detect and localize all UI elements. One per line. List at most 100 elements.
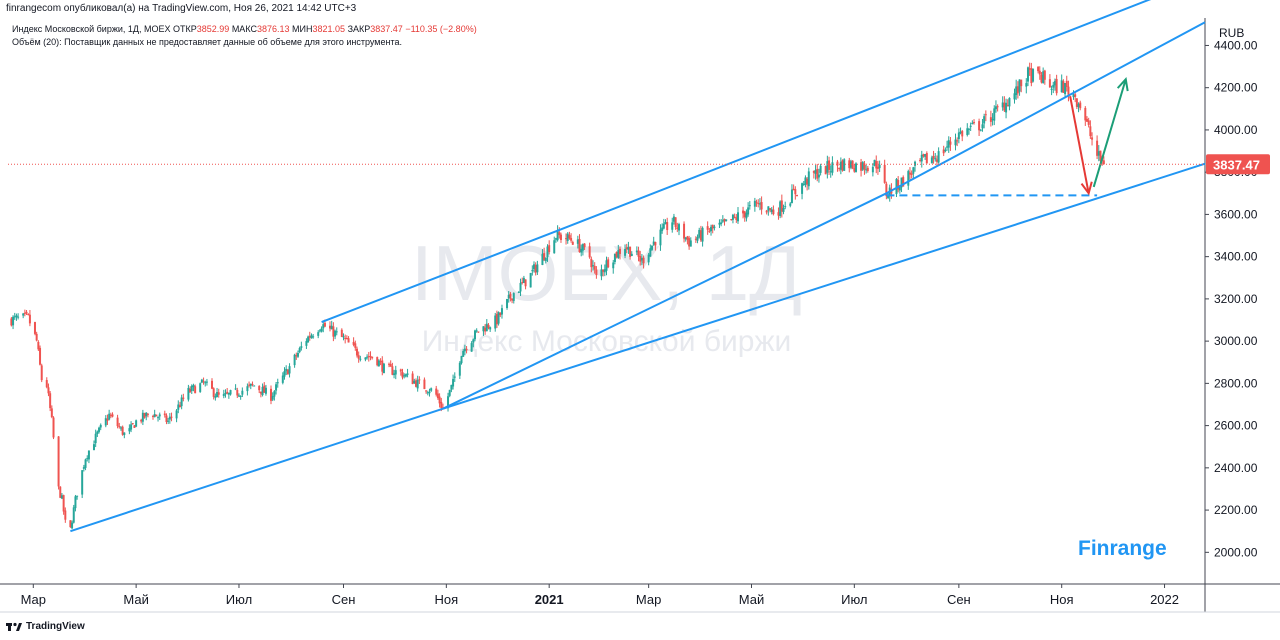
candle-body [447, 396, 450, 409]
tradingview-footer[interactable]: TradingView [6, 621, 85, 632]
channel-top-line [321, 0, 1152, 324]
candle-body [98, 427, 101, 432]
candle-body [602, 269, 605, 272]
candle-body [639, 256, 642, 262]
low-value: 3821.05 [312, 24, 346, 34]
candle-body [758, 203, 761, 205]
candle-body [731, 214, 734, 220]
candle-body [489, 327, 492, 330]
candle-body [883, 164, 886, 183]
candle-body [23, 312, 26, 314]
candle-body [947, 140, 950, 148]
candle-body [902, 177, 905, 187]
candle-body [300, 346, 303, 348]
candle-body [357, 355, 360, 359]
candle-body [683, 223, 686, 239]
candle-body [371, 356, 374, 359]
candle-body [212, 388, 215, 397]
candle-body [141, 412, 144, 422]
candle-body [677, 224, 680, 231]
candle-body [1040, 74, 1043, 83]
candle-body [229, 390, 232, 395]
candle-body [765, 210, 768, 213]
high-value: 3876.13 [256, 24, 290, 34]
candle-body [529, 272, 532, 288]
candle-body [548, 245, 551, 253]
candle-body [177, 404, 180, 410]
down-arrow-head [1080, 181, 1093, 196]
candle-body [227, 393, 230, 395]
candle-body [158, 414, 161, 417]
candle-body [817, 174, 820, 178]
y-tick-label: 3200.00 [1214, 292, 1258, 306]
candle-body [340, 329, 343, 337]
candle-body [654, 241, 657, 246]
candle-body [342, 336, 345, 338]
y-tick-label: 4000.00 [1214, 123, 1258, 137]
candle-body [1091, 137, 1094, 140]
candle-body [382, 363, 385, 374]
candle-body [495, 314, 498, 325]
candle-body [769, 208, 772, 210]
low-label: МИН [292, 24, 313, 34]
candle-body [1042, 71, 1045, 84]
candle-body [17, 316, 20, 318]
candle-body [652, 241, 655, 245]
candle-body [973, 122, 976, 124]
candle-body [345, 338, 348, 340]
candle-body [806, 178, 809, 185]
candle-body [1006, 105, 1009, 107]
candle-body [996, 106, 999, 108]
candle-body [718, 222, 721, 225]
candle-body [954, 139, 957, 146]
candle-body [863, 163, 866, 170]
candle-body [187, 387, 190, 400]
candle-body [381, 360, 384, 372]
candle-body [613, 253, 616, 262]
last-price-badge [1206, 154, 1270, 175]
candle-body [423, 379, 426, 390]
candle-body [684, 237, 687, 240]
candle-body [507, 294, 510, 299]
candle-body [895, 178, 898, 195]
candle-body [379, 361, 382, 363]
candle-body [711, 224, 714, 229]
candle-body [519, 282, 522, 292]
candle-body [981, 124, 984, 129]
y-tick-label: 2400.00 [1214, 461, 1258, 475]
y-tick-label: 2200.00 [1214, 503, 1258, 517]
candle-body [463, 348, 466, 352]
x-tick-label: 2022 [1150, 592, 1179, 607]
close-label: ЗАКР [347, 24, 371, 34]
candle-body [71, 522, 74, 529]
candle-body [935, 159, 938, 162]
candle-body [603, 269, 606, 273]
candle-body [710, 226, 713, 232]
candle-body [214, 396, 217, 398]
candle-body [308, 336, 311, 338]
candle-body [108, 413, 111, 420]
candle-body [1050, 88, 1053, 90]
candle-body [484, 327, 487, 332]
candle-body [194, 386, 197, 394]
candle-body [698, 229, 701, 238]
candle-body [767, 206, 770, 211]
candle-body [330, 325, 333, 330]
up-arrow [1092, 78, 1127, 188]
candle-body [236, 389, 239, 396]
candle-body [323, 322, 326, 327]
finrange-brand: Finrange [1078, 537, 1167, 560]
candle-body [708, 230, 711, 232]
candle-body [664, 222, 667, 225]
candle-body [686, 236, 689, 240]
candle-body [473, 330, 476, 340]
candle-body [40, 365, 43, 381]
candle-body [671, 222, 674, 230]
candle-body [897, 180, 900, 190]
candle-body [544, 257, 547, 261]
instrument-name: Индекс Московской биржи, 1Д, MOEX [12, 24, 171, 34]
candle-body [624, 249, 627, 256]
candle-body [838, 167, 841, 169]
candle-body [937, 151, 940, 163]
